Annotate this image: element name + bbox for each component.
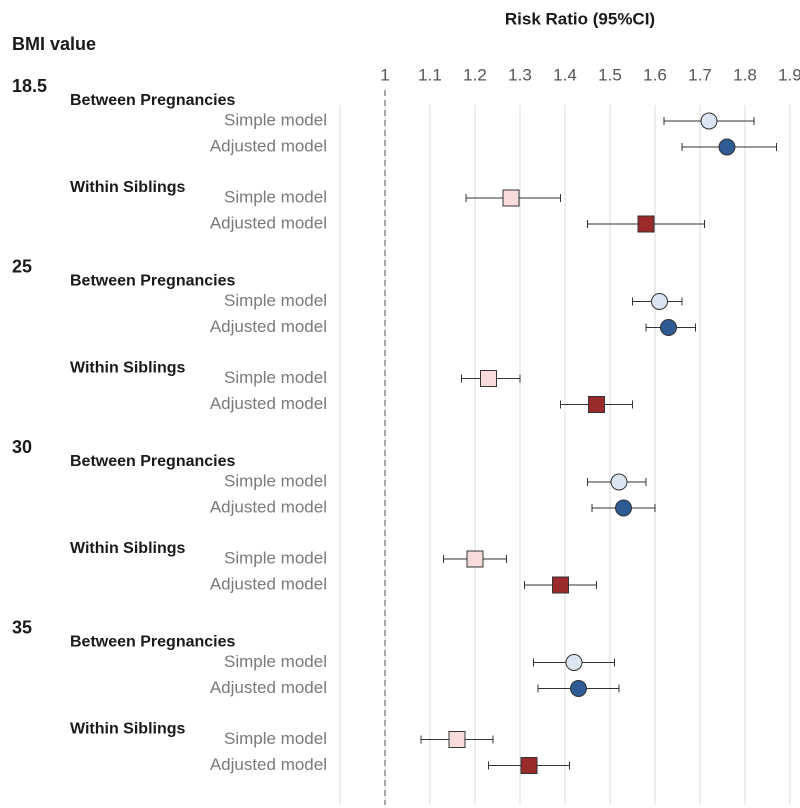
model-label: Adjusted model	[210, 678, 327, 697]
model-label: Adjusted model	[210, 317, 327, 336]
point-estimate	[480, 370, 497, 387]
subgroup-label: Between Pregnancies	[70, 92, 236, 109]
x-tick-label: 1.6	[643, 65, 667, 84]
subgroup-label: Within Siblings	[70, 540, 186, 557]
point-estimate	[718, 138, 736, 156]
point-estimate	[637, 215, 655, 233]
group-label: 18.5	[12, 76, 47, 96]
x-tick-label: 1.7	[688, 65, 712, 84]
point-estimate	[565, 654, 583, 671]
x-tick-label: 1	[380, 65, 389, 84]
point-estimate	[700, 112, 718, 130]
model-label: Simple model	[224, 652, 327, 671]
model-label: Simple model	[224, 471, 327, 490]
chart-title: Risk Ratio (95%CI)	[505, 9, 655, 28]
model-label: Adjusted model	[210, 574, 327, 593]
point-estimate	[448, 731, 466, 748]
model-label: Adjusted model	[210, 213, 327, 232]
point-estimate	[615, 499, 632, 517]
subgroup-label: Between Pregnancies	[70, 273, 236, 290]
group-label: 35	[12, 617, 32, 637]
x-tick-label: 1.2	[463, 65, 487, 84]
point-estimate	[660, 319, 677, 336]
model-label: Simple model	[224, 187, 327, 206]
model-label: Simple model	[224, 729, 327, 748]
point-estimate	[466, 550, 484, 568]
model-label: Simple model	[224, 548, 327, 567]
model-label: Simple model	[224, 368, 327, 387]
x-tick-label: 1.3	[508, 65, 532, 84]
point-estimate	[552, 576, 569, 594]
row-header: BMI value	[12, 34, 96, 54]
subgroup-label: Between Pregnancies	[70, 634, 236, 651]
model-label: Simple model	[224, 110, 327, 129]
point-estimate	[570, 680, 587, 697]
x-tick-label: 1.1	[418, 65, 442, 84]
point-estimate	[651, 293, 668, 310]
x-tick-label: 1.8	[733, 65, 757, 84]
model-label: Simple model	[224, 291, 327, 310]
x-tick-label: 1.9	[778, 65, 800, 84]
x-tick-label: 1.4	[553, 65, 577, 84]
model-label: Adjusted model	[210, 497, 327, 516]
x-tick-label: 1.5	[598, 65, 622, 84]
point-estimate	[610, 473, 628, 491]
model-label: Adjusted model	[210, 136, 327, 155]
point-estimate	[520, 757, 538, 774]
subgroup-label: Within Siblings	[70, 721, 186, 738]
group-label: 30	[12, 437, 32, 457]
group-label: 25	[12, 256, 32, 276]
subgroup-label: Between Pregnancies	[70, 453, 236, 470]
model-label: Adjusted model	[210, 394, 327, 413]
point-estimate	[502, 189, 520, 207]
subgroup-label: Within Siblings	[70, 179, 186, 196]
model-label: Adjusted model	[210, 755, 327, 774]
point-estimate	[588, 396, 605, 413]
subgroup-label: Within Siblings	[70, 360, 186, 377]
